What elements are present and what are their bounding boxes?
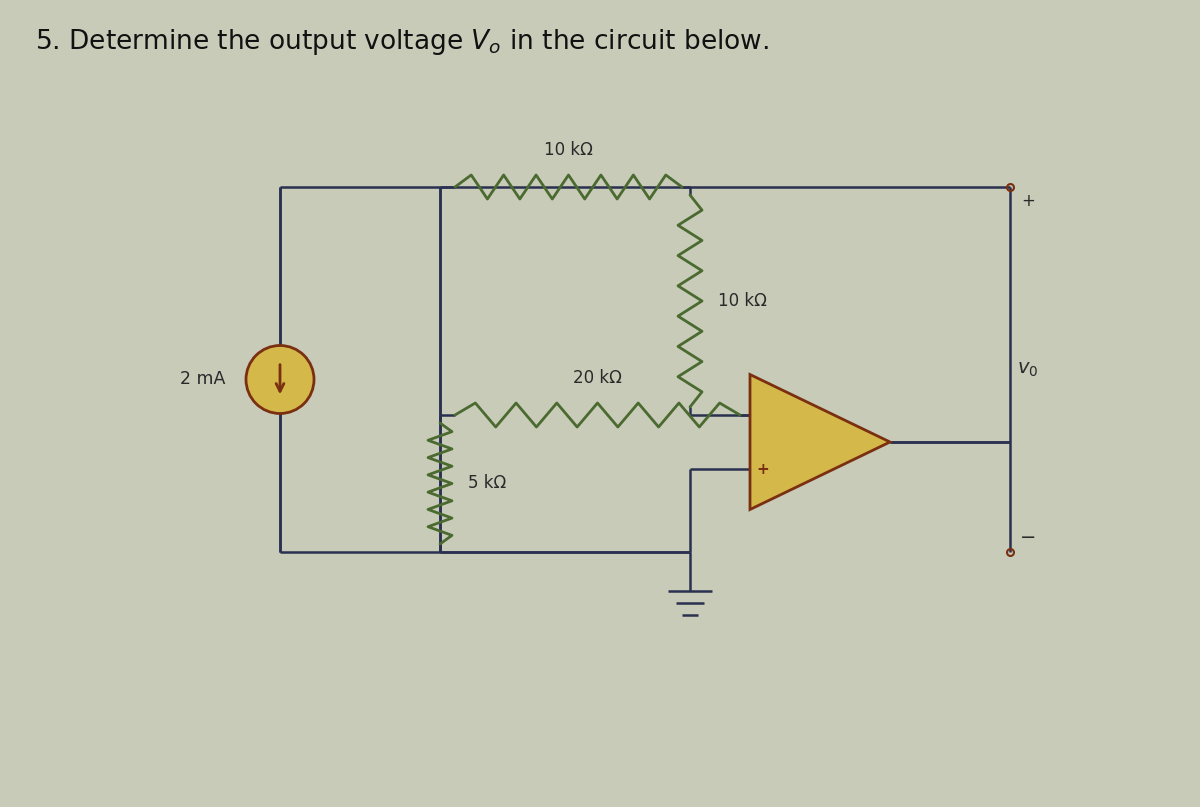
Text: 20 kΩ: 20 kΩ — [574, 369, 622, 387]
Text: +: + — [1021, 192, 1034, 210]
Text: −: − — [1020, 528, 1036, 547]
Circle shape — [246, 345, 314, 413]
Text: 5 kΩ: 5 kΩ — [468, 475, 506, 492]
Text: 5. Determine the output voltage $V_o$ in the circuit below.: 5. Determine the output voltage $V_o$ in… — [35, 27, 769, 57]
Polygon shape — [750, 374, 890, 509]
Text: 10 kΩ: 10 kΩ — [544, 141, 593, 159]
Text: +: + — [757, 462, 769, 476]
Text: $v_0$: $v_0$ — [1018, 360, 1039, 379]
Text: 2 mA: 2 mA — [180, 370, 226, 388]
Text: 10 kΩ: 10 kΩ — [718, 292, 767, 310]
